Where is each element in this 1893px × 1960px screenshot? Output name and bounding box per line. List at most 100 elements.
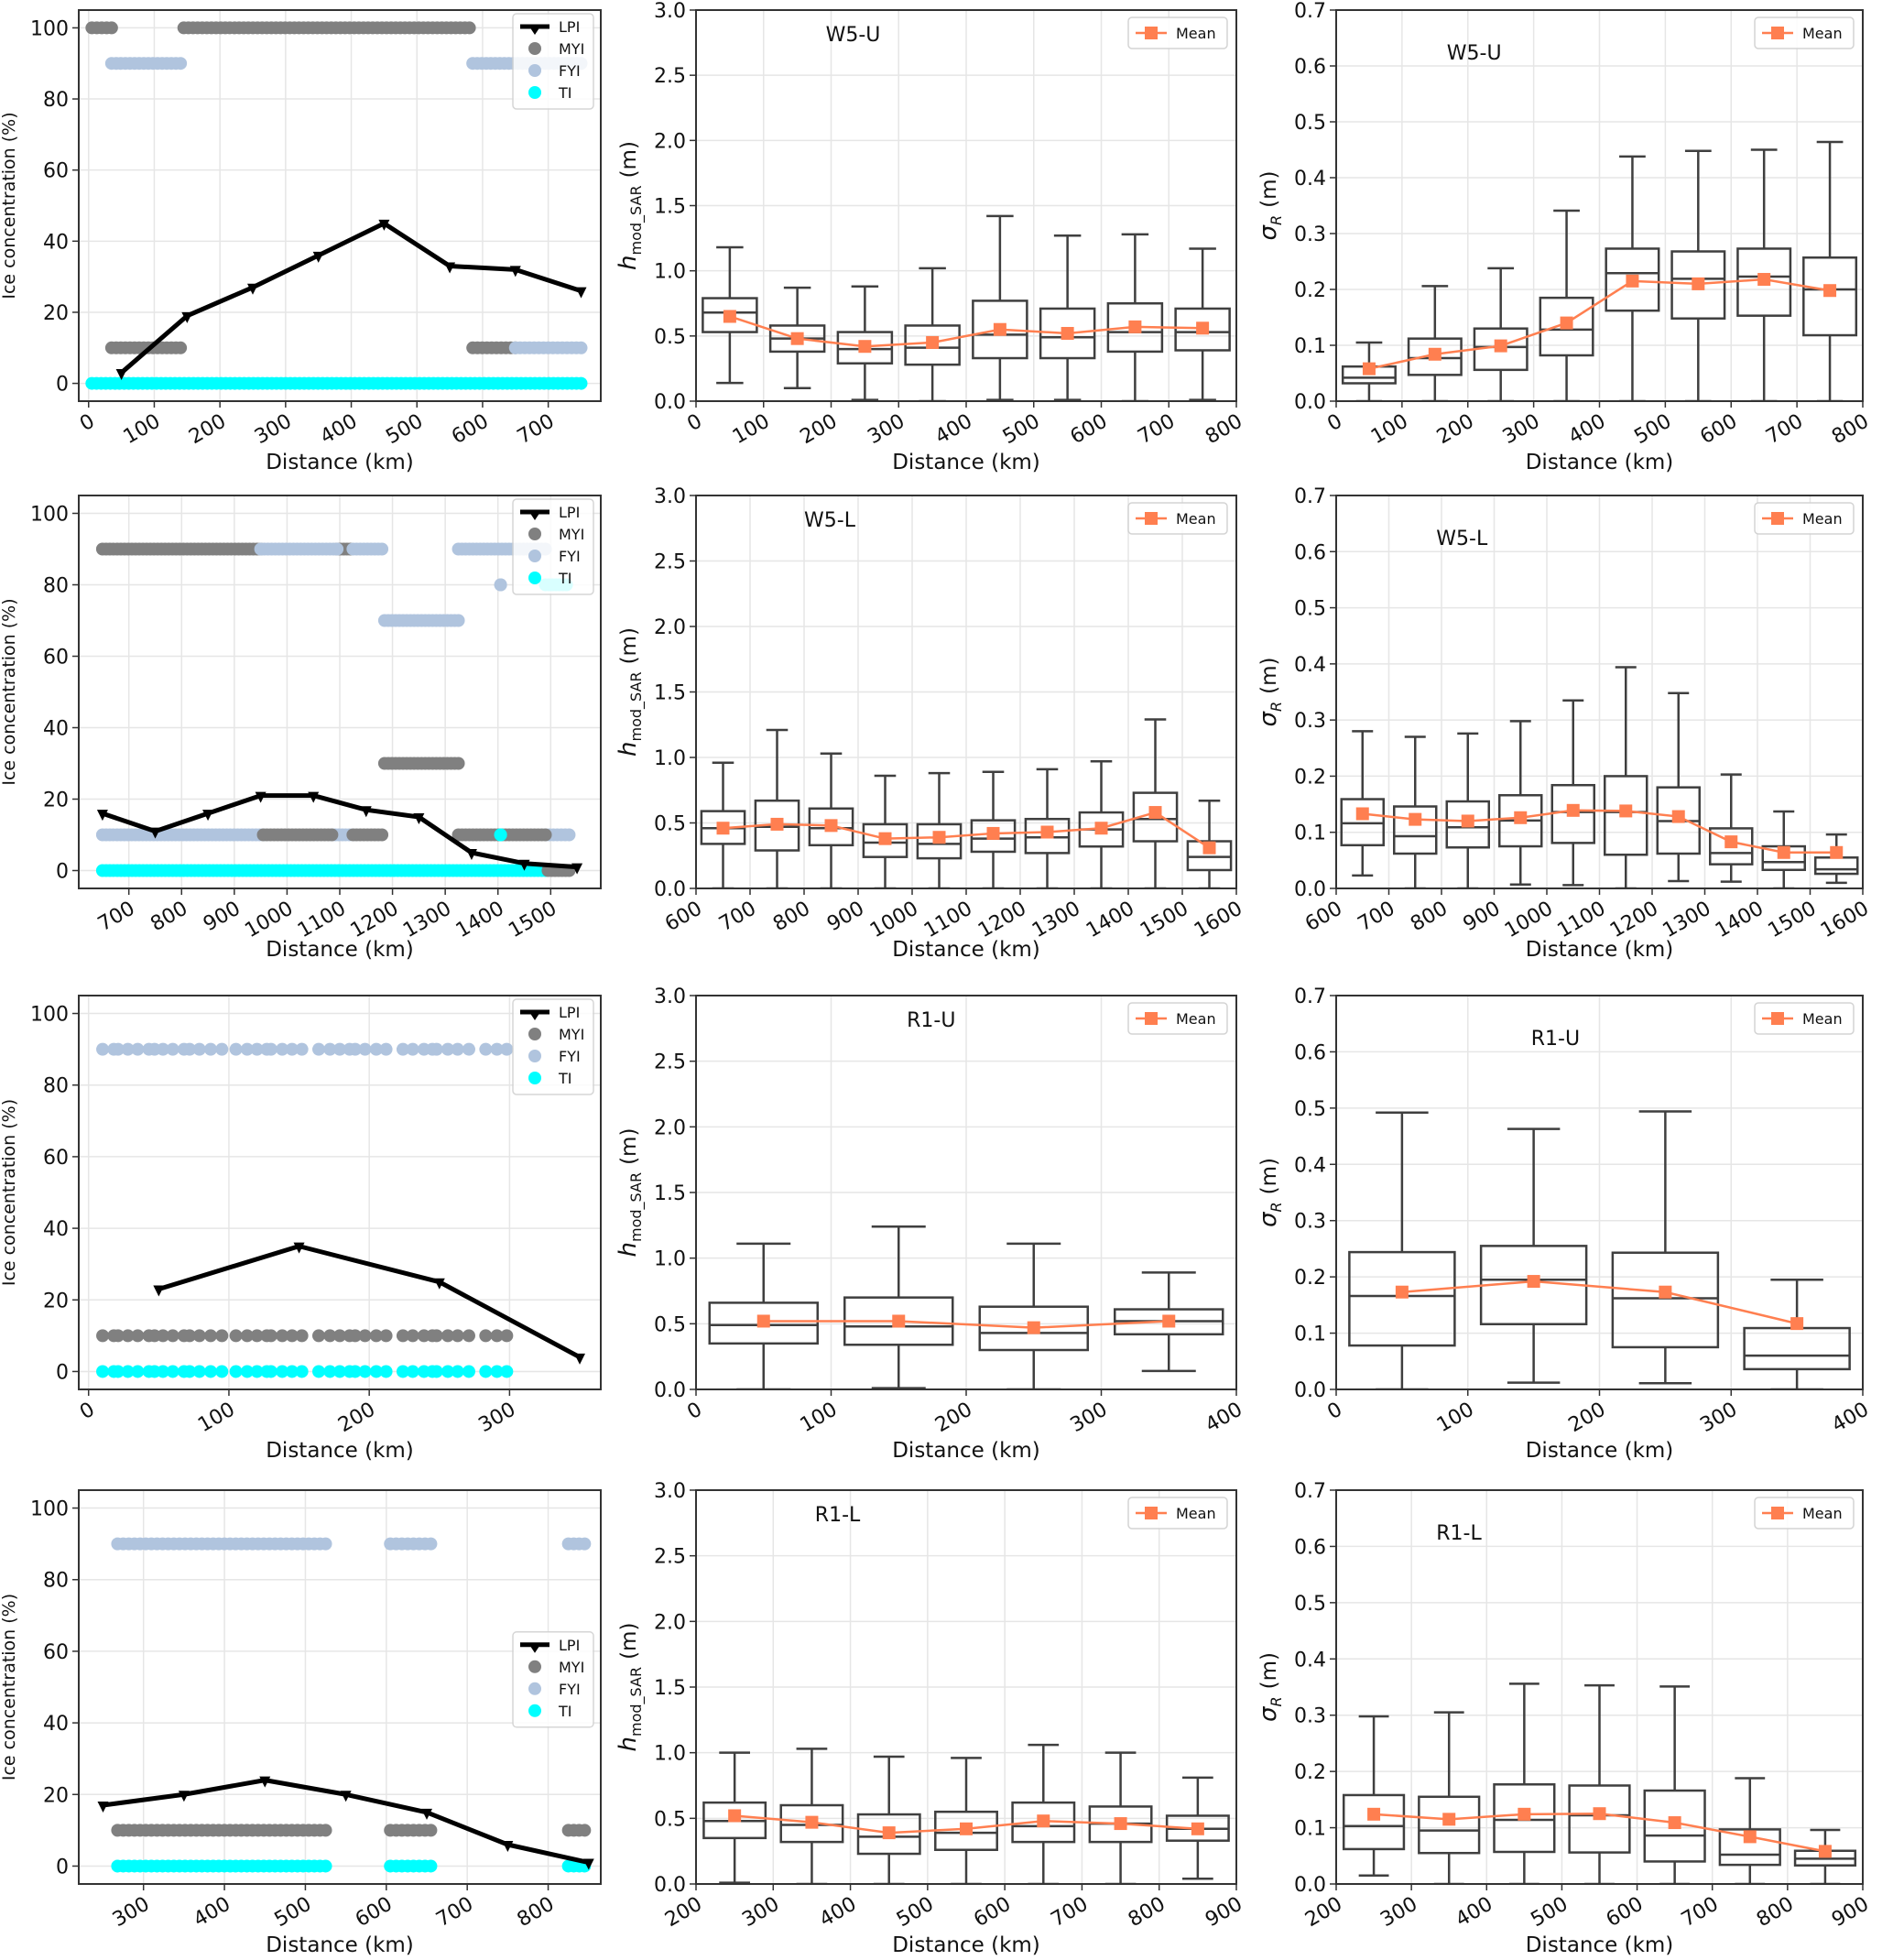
x-tick-label: 400	[1452, 1893, 1496, 1933]
x-tick-label: 600	[970, 1893, 1015, 1933]
x-tick-label: 300	[475, 1399, 520, 1438]
x-tick-label: 200	[661, 1893, 706, 1933]
box-iqr	[1132, 791, 1179, 843]
x-tick-label: 900	[1460, 898, 1505, 937]
x-tick-label: 1600	[1191, 898, 1246, 943]
y-tick-label: 0.5	[1294, 1098, 1326, 1121]
y-axis-label: Ice concentration (%)	[0, 1594, 19, 1780]
legend-ti-dot-icon	[528, 572, 541, 584]
mean-line	[1362, 809, 1837, 855]
x-tick-label: 900	[823, 898, 868, 937]
mean-marker	[1593, 1807, 1606, 1821]
x-tick-label: 400	[816, 1893, 861, 1933]
scatter-point-ti	[379, 1365, 393, 1378]
legend-label-lpi: LPI	[559, 1637, 580, 1654]
box-650	[1340, 730, 1385, 877]
y-tick-label: 1.5	[654, 1182, 686, 1205]
chart-r1u-ice: 0 100 200 300 0 20 40 60 80 100 Distance (km) Ice c…	[0, 995, 602, 1463]
legend-box	[512, 1631, 594, 1728]
legend-label-myi: MYI	[559, 526, 584, 543]
scatter-point-ti	[312, 1365, 326, 1378]
y-label-subscript: mod_SAR	[627, 1172, 646, 1242]
x-tick-label: 200	[334, 1399, 379, 1438]
box-450	[1493, 1682, 1556, 1884]
x-tick-label: 0	[1323, 410, 1346, 437]
y-label-unit: (m)	[1257, 1158, 1281, 1194]
y-tick-label: 3.0	[654, 985, 686, 1008]
box-650	[1643, 1685, 1706, 1884]
box-iqr	[1604, 775, 1648, 856]
scatter-point-myi	[295, 1329, 309, 1343]
x-tick-label: 600	[352, 1893, 397, 1933]
legend-label-ti: TI	[558, 84, 572, 102]
lpi-marker	[575, 287, 587, 299]
scatter-point-ti	[285, 1365, 299, 1378]
x-tick-label: 900	[1202, 1893, 1246, 1933]
y-tick-label: 0.3	[1294, 1705, 1326, 1728]
x-tick-label: 700	[715, 898, 760, 937]
mean-marker	[1027, 1321, 1040, 1334]
legend-box	[1754, 16, 1855, 49]
panel-label: W5-L	[1436, 528, 1488, 550]
scatter-point-ti	[494, 828, 507, 842]
scatter-point-myi	[131, 1329, 145, 1343]
mean-marker	[1566, 803, 1580, 817]
scatter-point-ti	[215, 1365, 229, 1378]
scatter-point-fyi	[479, 1042, 493, 1056]
legend-fyi-dot-icon	[528, 64, 541, 77]
scatter-point-fyi	[131, 1042, 145, 1056]
legend-box	[1127, 1497, 1228, 1530]
x-tick-label: 1000	[1501, 898, 1557, 943]
legend: Mean	[1127, 1497, 1228, 1530]
lpi-marker	[255, 791, 267, 803]
mean-marker	[1823, 284, 1837, 298]
lpi-marker	[502, 1841, 514, 1852]
y-tick-label: 0.0	[654, 1379, 686, 1402]
y-tick-label: 80	[43, 575, 69, 598]
lpi-line	[102, 793, 578, 870]
y-tick-label: 0.4	[1294, 168, 1326, 191]
chart-w5u-h: 0 100 200 300 400 500 600 700 800 0.0 0.5 1.0 1.5 2.0…	[615, 0, 1246, 474]
x-tick-label: 700	[1048, 1893, 1093, 1933]
box-iqr	[1568, 1784, 1631, 1854]
scatter-point-ti	[396, 1365, 409, 1378]
mean-marker	[1743, 1830, 1757, 1844]
scatter-point-ti	[479, 1365, 493, 1378]
x-tick-label: 600	[1603, 1893, 1648, 1933]
mean-marker	[1757, 273, 1771, 287]
mean-marker	[892, 1314, 906, 1328]
legend-label-mean: Mean	[1802, 1010, 1843, 1028]
lpi-marker	[509, 266, 521, 278]
legend-ti-dot-icon	[528, 86, 541, 99]
legend: Mean	[1754, 1002, 1855, 1035]
x-tick-label: 200	[1301, 1893, 1346, 1933]
x-tick-label: 800	[147, 898, 191, 937]
x-tick-label: 600	[1067, 410, 1112, 450]
y-label-subscript: mod_SAR	[627, 1667, 646, 1737]
scatter-point-myi	[312, 1329, 326, 1343]
y-tick-label: 0.3	[1294, 710, 1326, 733]
y-tick-label: 1.5	[654, 196, 686, 219]
y-tick-label: 1.0	[654, 747, 686, 770]
scatter-point-fyi	[166, 1042, 180, 1056]
scatter-point-myi	[319, 1824, 332, 1837]
y-label-symbol: h	[615, 1737, 642, 1751]
scatter-point-fyi	[358, 1042, 372, 1056]
legend-box	[1754, 502, 1855, 535]
x-tick-label: 400	[190, 1893, 234, 1933]
y-tick-label: 0.0	[1294, 391, 1326, 414]
x-axis-label: Distance (km)	[1526, 1933, 1674, 1957]
y-label-subscript: R	[1267, 215, 1285, 225]
box-iqr	[1802, 256, 1858, 337]
legend-lpi-marker-icon	[529, 1644, 540, 1653]
lpi-marker	[340, 1791, 352, 1802]
x-tick-label: 900	[1828, 1893, 1873, 1933]
scatter-point-myi	[215, 1329, 229, 1343]
scatter-point-myi	[104, 21, 118, 35]
scatter-point-fyi	[192, 1042, 206, 1056]
box-750	[1802, 140, 1858, 401]
chart-r1u-h: 0 100 200 300 400 0.0 0.5 1.0 1.5 2.0 2.5 3.0 Distan…	[615, 985, 1246, 1463]
box-iqr	[1718, 1828, 1781, 1867]
box-350	[1743, 1278, 1851, 1389]
plot-area	[1342, 1682, 1857, 1884]
